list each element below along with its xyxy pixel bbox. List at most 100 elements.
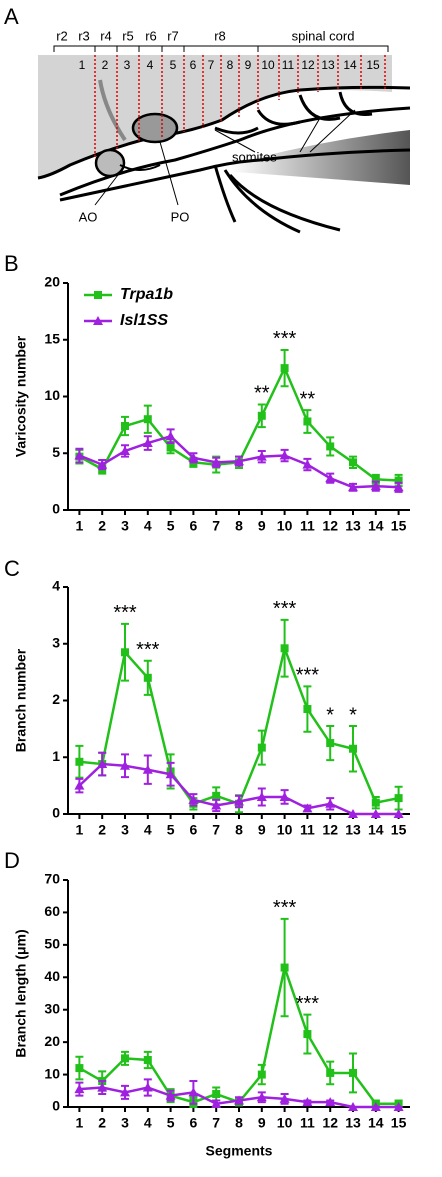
x-tick-label: 13 xyxy=(345,518,361,534)
significance-label: * xyxy=(349,704,357,726)
point xyxy=(234,456,244,466)
point xyxy=(370,481,381,491)
point xyxy=(326,739,335,748)
point xyxy=(120,760,130,770)
point xyxy=(370,809,381,818)
point xyxy=(393,809,404,818)
significance-label: ** xyxy=(300,388,316,410)
y-tick-label: 60 xyxy=(44,903,60,919)
panel-letter: C xyxy=(4,556,20,581)
fin xyxy=(213,164,341,234)
x-tick-label: 7 xyxy=(212,822,220,838)
legend-label: Isl1SS xyxy=(120,312,168,329)
point xyxy=(280,644,289,653)
segment-label: 9 xyxy=(245,58,252,72)
point xyxy=(97,459,108,469)
y-tick-label: 40 xyxy=(44,968,60,984)
point xyxy=(74,1084,85,1094)
y-axis-label: Varicosity number xyxy=(13,335,29,457)
x-tick-label: 10 xyxy=(277,822,293,838)
x-tick-label: 8 xyxy=(235,518,243,534)
point xyxy=(393,1102,404,1111)
segment-label: 15 xyxy=(366,58,380,72)
y-tick-label: 10 xyxy=(44,1065,60,1081)
x-tick-label: 15 xyxy=(391,822,407,838)
point xyxy=(143,1055,152,1064)
y-tick-label: 20 xyxy=(44,1033,60,1049)
point xyxy=(120,1087,130,1097)
legend-label: Trpa1b xyxy=(120,286,173,303)
point xyxy=(279,450,290,460)
x-tick-label: 6 xyxy=(190,518,198,534)
x-tick-label: 4 xyxy=(144,518,152,534)
y-tick-label: 50 xyxy=(44,936,60,952)
point xyxy=(370,1102,381,1111)
rhombomere-label: r7 xyxy=(167,28,179,43)
point xyxy=(212,1090,221,1099)
point xyxy=(349,744,357,753)
panel-letter: A xyxy=(4,4,19,29)
segment-label: 1 xyxy=(79,58,86,72)
x-tick-label: 15 xyxy=(391,518,407,534)
segment-label: 6 xyxy=(190,58,197,72)
point xyxy=(211,1098,222,1108)
point xyxy=(348,1102,358,1111)
x-tick-label: 11 xyxy=(300,1115,315,1131)
somites-label: somites xyxy=(232,149,277,164)
rhombomere-label: r6 xyxy=(145,28,157,43)
y-axis-label: Branch length (μm) xyxy=(13,929,29,1057)
point xyxy=(256,451,267,461)
significance-label: *** xyxy=(136,639,160,661)
y-tick-label: 4 xyxy=(52,578,60,594)
somite-lines xyxy=(214,91,373,135)
series-line xyxy=(78,962,399,1106)
point xyxy=(303,1030,312,1039)
po-label: PO xyxy=(171,209,190,224)
significance-label: *** xyxy=(296,665,320,687)
point xyxy=(165,431,176,441)
point xyxy=(394,794,403,803)
y-tick-label: 3 xyxy=(52,634,60,650)
segment-label: 3 xyxy=(124,58,131,72)
x-tick-label: 1 xyxy=(76,822,84,838)
point xyxy=(325,798,336,808)
tail-shade xyxy=(230,130,410,185)
point xyxy=(211,800,222,810)
x-tick-label: 2 xyxy=(98,822,106,838)
point xyxy=(97,1082,108,1092)
y-tick-label: 2 xyxy=(52,691,60,707)
point xyxy=(142,438,153,448)
point xyxy=(326,442,335,451)
point xyxy=(256,791,267,801)
y-tick-label: 5 xyxy=(52,444,60,460)
point xyxy=(166,443,175,452)
mouth xyxy=(119,164,161,171)
point xyxy=(279,1093,290,1103)
segment-label: 14 xyxy=(343,58,357,72)
point xyxy=(394,476,403,485)
x-tick-label: 9 xyxy=(258,1115,266,1131)
y-tick-label: 0 xyxy=(52,805,60,821)
significance-label: *** xyxy=(113,602,137,624)
head-shade xyxy=(38,55,392,178)
pointer xyxy=(309,109,356,153)
x-tick-label: 7 xyxy=(212,1115,220,1131)
point xyxy=(234,796,244,806)
point xyxy=(257,1070,266,1079)
y-tick-label: 15 xyxy=(44,330,60,346)
point xyxy=(279,791,290,801)
point xyxy=(303,705,312,714)
point xyxy=(121,1054,129,1063)
x-tick-label: 15 xyxy=(391,1115,407,1131)
point xyxy=(188,794,199,804)
nerve xyxy=(98,79,127,142)
y-tick-label: 30 xyxy=(44,1000,60,1016)
x-tick-label: 14 xyxy=(368,1115,384,1131)
rhombomere-label: r8 xyxy=(214,28,226,43)
point xyxy=(348,809,358,818)
point xyxy=(165,1090,176,1100)
point xyxy=(142,764,153,774)
point xyxy=(188,452,199,462)
point xyxy=(142,1082,153,1092)
x-tick-label: 7 xyxy=(212,518,220,534)
